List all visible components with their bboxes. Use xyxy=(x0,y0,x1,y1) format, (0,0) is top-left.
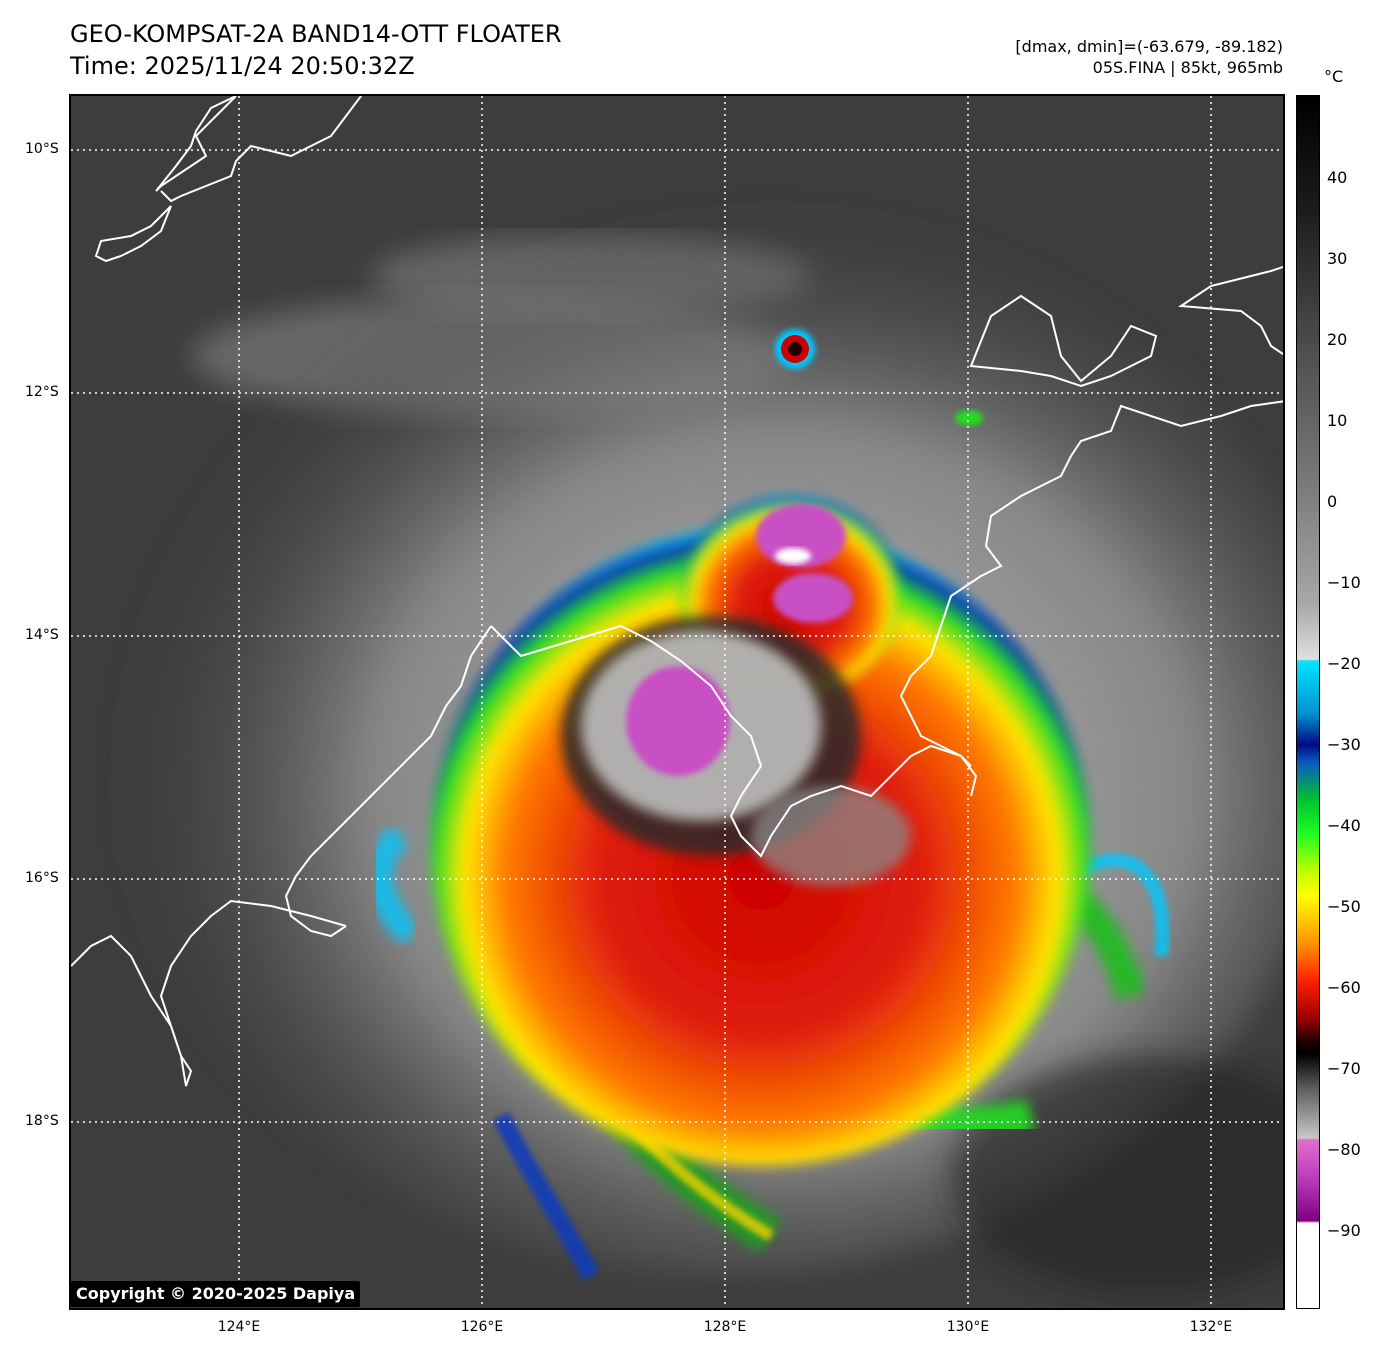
storm-info: 05S.FINA | 85kt, 965mb xyxy=(1092,58,1283,77)
lat-label-10s: 10°S xyxy=(25,141,59,157)
colorbar-unit: °C xyxy=(1324,67,1344,86)
coastlines xyxy=(71,96,1283,1087)
lat-label-16s: 16°S xyxy=(25,870,59,886)
title-line-2: Time: 2025/11/24 20:50:32Z xyxy=(70,52,415,80)
graticule xyxy=(71,96,1283,1308)
lon-label-126e: 126°E xyxy=(460,1319,504,1335)
colorbar-tick: 20 xyxy=(1327,330,1348,349)
colorbar-tick: 10 xyxy=(1327,411,1348,430)
colorbar-tick: −90 xyxy=(1327,1221,1361,1240)
colorbar-tick: −30 xyxy=(1327,735,1361,754)
copyright-badge: Copyright © 2020-2025 Dapiya xyxy=(71,1281,361,1307)
colorbar-tick: −20 xyxy=(1327,654,1361,673)
dmax-dmin-stats: [dmax, dmin]=(-63.679, -89.182) xyxy=(1015,37,1283,56)
temperature-colorbar xyxy=(1296,95,1320,1309)
lon-label-124e: 124°E xyxy=(217,1319,261,1335)
colorbar-tick: −10 xyxy=(1327,573,1361,592)
title-line-1: GEO-KOMPSAT-2A BAND14-OTT FLOATER xyxy=(70,20,562,48)
satellite-map xyxy=(69,94,1285,1310)
colorbar-tick: 0 xyxy=(1327,492,1338,511)
colorbar-tick: −70 xyxy=(1327,1059,1361,1078)
lat-label-18s: 18°S xyxy=(25,1113,59,1129)
colorbar-tick: 40 xyxy=(1327,168,1348,187)
colorbar-tick: −80 xyxy=(1327,1140,1361,1159)
colorbar-tick: −60 xyxy=(1327,978,1361,997)
colorbar-tick: 30 xyxy=(1327,249,1348,268)
lon-label-128e: 128°E xyxy=(703,1319,747,1335)
colorbar-tick: −40 xyxy=(1327,816,1361,835)
lat-label-14s: 14°S xyxy=(25,627,59,643)
colorbar-tick: −50 xyxy=(1327,897,1361,916)
lon-label-130e: 130°E xyxy=(946,1319,990,1335)
satellite-imagery xyxy=(71,96,1283,1308)
lat-label-12s: 12°S xyxy=(25,384,59,400)
lon-label-132e: 132°E xyxy=(1189,1319,1233,1335)
